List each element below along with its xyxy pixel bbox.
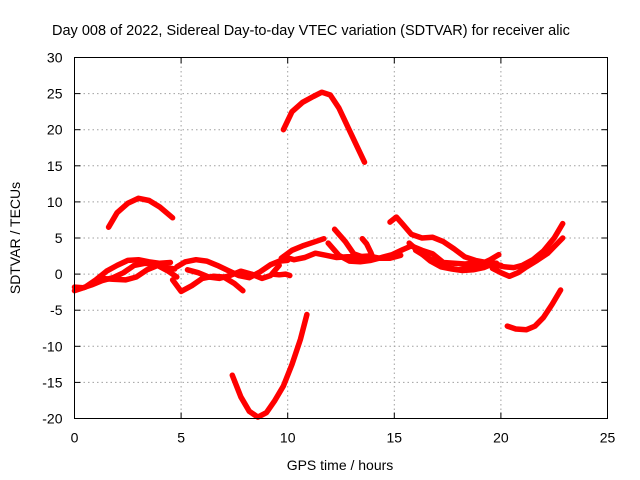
series-line-track-15 xyxy=(359,235,376,261)
series-line-track-13 xyxy=(331,226,376,261)
x-tick-label: 15 xyxy=(387,430,403,446)
y-tick-labels: -20 -15 -10 -5 0 5 10 15 20 25 30 xyxy=(42,50,62,427)
series-line-track-20 xyxy=(493,220,566,271)
series-line-track-11 xyxy=(278,235,327,261)
series-line-track-8 xyxy=(270,271,293,279)
x-tick-label: 10 xyxy=(280,430,296,446)
y-tick-label: 5 xyxy=(55,230,63,246)
series-line-track-10 xyxy=(280,89,368,165)
x-axis-label: GPS time / hours xyxy=(287,457,394,473)
axis-ticks xyxy=(74,57,608,419)
y-axis-label: SDTVAR / TECUs xyxy=(7,182,23,294)
y-tick-label: 15 xyxy=(47,158,63,174)
y-tick-label: -5 xyxy=(50,302,63,318)
y-tick-label: -20 xyxy=(42,411,62,427)
chart-title: Day 008 of 2022, Sidereal Day-to-day VTE… xyxy=(52,23,570,39)
y-tick-label: -15 xyxy=(42,374,62,390)
grid xyxy=(74,57,608,419)
series-line-track-7 xyxy=(184,262,282,282)
series-line-track-18 xyxy=(412,247,502,273)
y-tick-label: 20 xyxy=(47,122,63,138)
x-tick-label: 25 xyxy=(600,430,616,446)
series-line-track-21 xyxy=(504,287,564,333)
y-tick-label: 30 xyxy=(47,50,63,66)
x-tick-label: 20 xyxy=(493,430,509,446)
series-line-track-4 xyxy=(105,195,176,230)
series-line-track-3 xyxy=(97,262,180,283)
y-tick-label: 10 xyxy=(47,194,63,210)
series-line-track-19 xyxy=(489,235,566,280)
y-tick-label: -10 xyxy=(42,338,62,354)
x-tick-label: 5 xyxy=(177,430,185,446)
series-line-track-9 xyxy=(229,311,310,420)
y-tick-label: 25 xyxy=(47,86,63,102)
x-tick-labels: 0 5 10 15 20 25 xyxy=(71,430,616,446)
y-tick-label: 0 xyxy=(55,266,63,282)
series-line-track-2 xyxy=(71,256,174,294)
x-tick-label: 0 xyxy=(71,430,79,446)
data-series xyxy=(71,89,566,420)
series-line-track-16 xyxy=(387,214,500,267)
